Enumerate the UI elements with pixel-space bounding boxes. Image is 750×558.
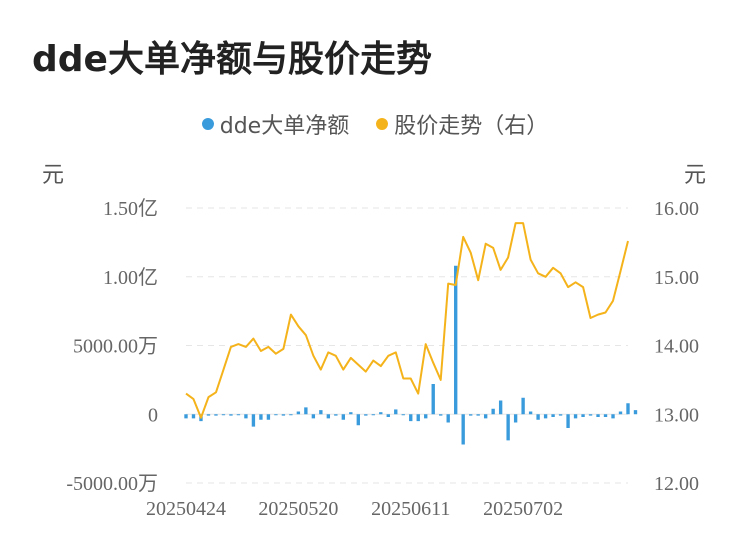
dde-bar <box>349 412 353 415</box>
legend-dot-dde <box>201 118 214 130</box>
dde-bar <box>319 410 323 415</box>
dde-bar <box>618 411 623 415</box>
dde-bar <box>311 414 316 419</box>
dde-bar <box>588 414 593 416</box>
dde-bar <box>251 414 256 427</box>
x-axis-tick-label: 20250702 <box>483 498 563 520</box>
dde-bar <box>259 414 263 420</box>
dde-bar <box>566 414 570 428</box>
dde-bar <box>334 414 338 416</box>
left-axis-tick-label: -5000.00万 <box>66 473 158 495</box>
dde-bar <box>281 414 286 416</box>
dde-bar <box>274 414 278 416</box>
dde-bar <box>626 403 630 415</box>
x-axis-tick-label: 20250424 <box>146 498 226 520</box>
dde-bar <box>379 412 383 415</box>
dde-bar <box>581 414 585 417</box>
right-axis-tick-label: 14.00 <box>654 336 699 358</box>
dde-bar <box>476 414 480 416</box>
dde-bar <box>633 410 638 415</box>
x-axis-tick-label: 20250611 <box>371 498 450 520</box>
dde-bar <box>543 414 548 419</box>
dde-bar <box>326 414 331 419</box>
dde-bar <box>431 384 435 415</box>
dde-bar <box>371 414 375 416</box>
x-axis-tick-label: 20250520 <box>258 498 338 520</box>
dde-bar <box>454 265 458 415</box>
dde-bar <box>356 414 360 426</box>
left-axis-unit: 元 <box>42 163 65 188</box>
legend-item-price[interactable]: 股价走势（右） <box>376 108 548 140</box>
dde-bar <box>191 414 196 419</box>
dde-bar <box>483 414 488 419</box>
dde-bar <box>461 414 465 445</box>
dde-bar <box>506 414 510 441</box>
dde-bar <box>214 414 218 416</box>
right-axis-tick-label: 12.00 <box>654 473 699 495</box>
dde-bar <box>513 414 518 423</box>
right-axis-tick-label: 16.00 <box>654 198 699 220</box>
left-axis-tick-label: 1.50亿 <box>103 197 158 220</box>
left-axis-tick-label: 1.00亿 <box>103 266 158 289</box>
dde-bar <box>221 414 226 416</box>
dde-bar <box>603 414 608 417</box>
dde-bar <box>573 414 578 419</box>
legend-label-price: 股价走势（右） <box>394 114 549 139</box>
dde-bar <box>229 414 233 416</box>
dde-bar <box>401 414 405 416</box>
dde-bar <box>446 414 450 423</box>
right-axis-tick-label: 13.00 <box>654 404 699 426</box>
dde-bar <box>596 414 600 417</box>
dde-bar <box>498 400 503 415</box>
dde-bar <box>289 414 293 416</box>
dde-bar <box>341 414 346 420</box>
chart-title: dde大单净额与股价走势 <box>32 39 432 80</box>
dde-bar <box>244 414 248 419</box>
dde-bar <box>386 414 390 417</box>
dde-bar <box>296 411 301 415</box>
dde-bar <box>468 414 473 416</box>
dde-bar <box>439 414 443 416</box>
dde-bar <box>416 414 420 422</box>
dde-bar <box>528 411 533 415</box>
dde-bar <box>521 397 525 415</box>
dde-bar <box>394 409 398 415</box>
right-axis-tick-label: 15.00 <box>654 267 699 289</box>
dde-bar <box>491 408 495 415</box>
dde-bar <box>236 414 241 416</box>
price-line <box>185 222 629 419</box>
dde-bar <box>266 414 271 420</box>
right-axis-unit: 元 <box>684 163 707 188</box>
dde-bar <box>409 414 413 422</box>
dde-bar <box>611 414 615 419</box>
legend: dde大单净额 股价走势（右） <box>0 108 750 140</box>
legend-item-dde[interactable]: dde大单净额 <box>201 108 350 140</box>
legend-label-dde: dde大单净额 <box>219 114 350 139</box>
dde-bar <box>558 414 563 416</box>
dde-bar <box>551 414 555 417</box>
dde-bar <box>364 414 368 416</box>
dde-bar <box>304 407 308 415</box>
dde-bar <box>184 414 188 419</box>
legend-dot-price <box>376 118 389 130</box>
left-axis-tick-label: 5000.00万 <box>73 336 158 358</box>
dde-bar <box>536 414 540 420</box>
left-axis-tick-label: 0 <box>148 404 158 426</box>
dde-bar <box>424 414 428 419</box>
dde-bar <box>206 414 211 416</box>
